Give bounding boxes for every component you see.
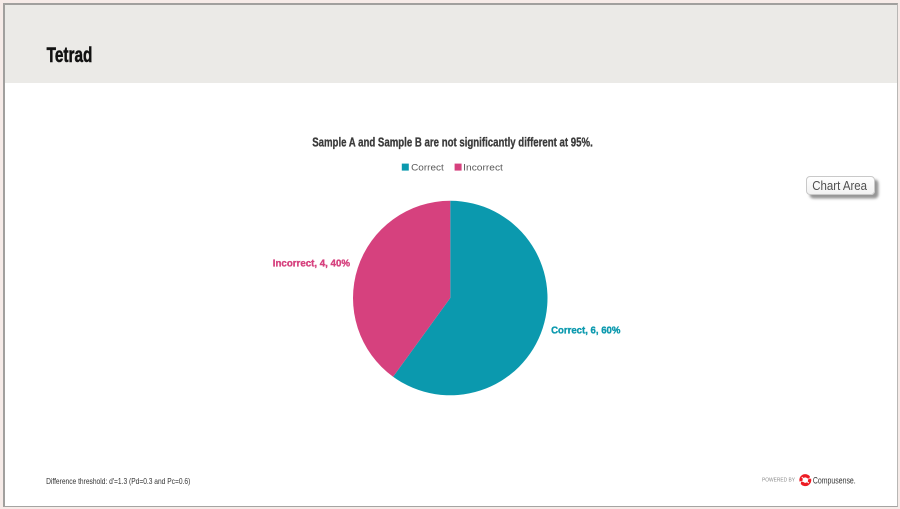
svg-text:POWERED BY: POWERED BY [762,477,795,483]
svg-text:Chart Area: Chart Area [812,179,867,193]
svg-text:Correct, 6, 60%: Correct, 6, 60% [551,326,620,337]
svg-text:Tetrad: Tetrad [47,44,93,67]
svg-text:Sample A and Sample B are not: Sample A and Sample B are not significan… [312,136,593,150]
svg-text:Incorrect, 4, 40%: Incorrect, 4, 40% [273,259,350,270]
svg-text:Incorrect: Incorrect [463,163,503,174]
svg-text:Compusense.: Compusense. [813,475,856,485]
svg-text:Correct: Correct [411,163,444,174]
svg-text:Difference threshold: d'=1.3 (: Difference threshold: d'=1.3 (Pd=0.3 and… [46,477,190,486]
